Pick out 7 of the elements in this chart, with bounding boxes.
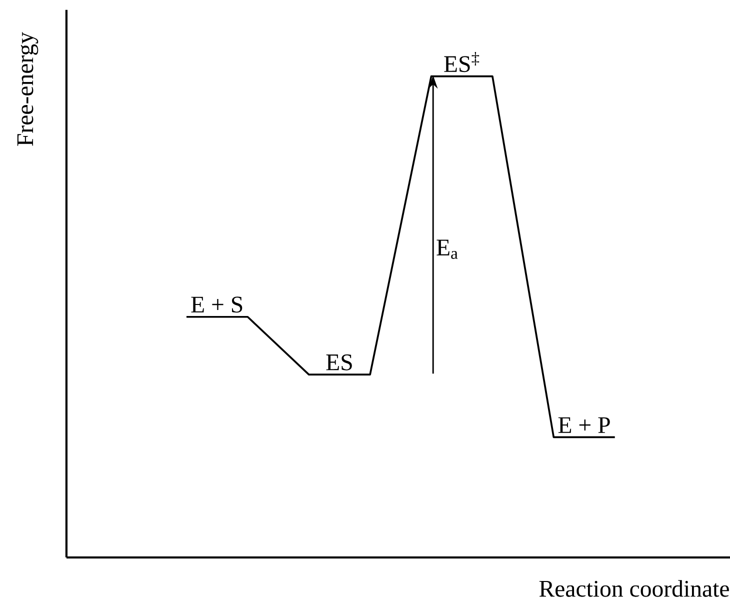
annotation: ES xyxy=(326,354,352,370)
x-axis-title: Reaction coordinate xyxy=(539,580,729,597)
annotation: E + S xyxy=(191,296,242,313)
annotation: E + P xyxy=(558,417,610,433)
annotation: E$_{a}$ xyxy=(436,240,458,259)
y-axis-title: Free-energy xyxy=(17,32,38,146)
text: ES$^{‡}$ xyxy=(444,52,480,72)
